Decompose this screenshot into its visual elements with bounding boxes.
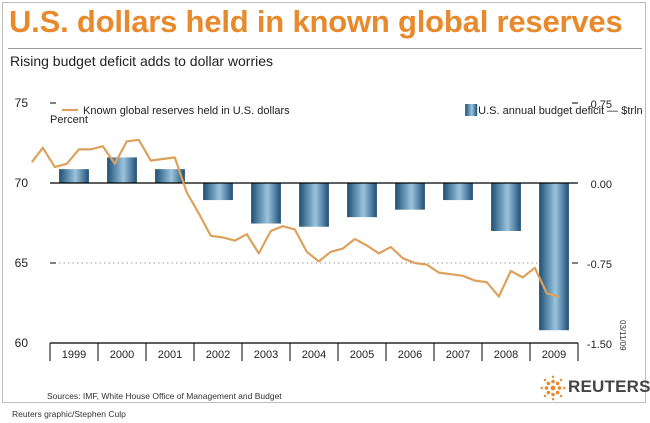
deficit-bar-2007 [443, 183, 473, 201]
x-tick-label-2008: 2008 [494, 349, 518, 361]
axis-labels: 60 65 70 75 0.75 0.00 -0.75 -1.50 1999 2000 2001 20… [15, 96, 612, 361]
reserves-line-series [30, 138, 560, 298]
title-divider [8, 48, 642, 49]
reuters-logo-icon [540, 375, 566, 401]
deficit-bar-2000 [107, 157, 137, 183]
reuters-logo-text: REUTERS [568, 377, 650, 396]
deficit-bar-2002 [203, 183, 233, 201]
x-tick-label-2003: 2003 [254, 349, 278, 361]
deficit-bar-2009 [539, 183, 569, 331]
deficit-bar-2005 [347, 183, 377, 218]
x-tick-label-2001: 2001 [158, 349, 182, 361]
chart-axes [49, 102, 579, 361]
left-tick-label-60: 60 [15, 336, 29, 350]
x-tick-label-2007: 2007 [446, 349, 470, 361]
graphic-frame [2, 2, 646, 403]
chart-legend: Known global reserves held in U.S. dolla… [62, 104, 643, 117]
graphic-credit: Reuters graphic/Stephen Culp [12, 409, 126, 419]
x-tick-label-2002: 2002 [206, 349, 230, 361]
deficit-bar-2001 [155, 169, 185, 183]
date-stamp: 03/11/09 [618, 320, 627, 351]
deficit-bar-1999 [59, 169, 89, 183]
deficit-bar-2004 [299, 183, 329, 227]
x-tick-label-2000: 2000 [110, 349, 134, 361]
legend-bar-swatch [465, 104, 478, 116]
left-tick-label-70: 70 [15, 176, 29, 190]
left-tick-label-65: 65 [15, 256, 29, 270]
reserves-line [30, 138, 560, 298]
deficit-bar-2006 [395, 183, 425, 210]
source-note: Sources: IMF, White House Office of Mana… [47, 391, 282, 401]
right-tick-label--1.50: -1.50 [587, 339, 612, 351]
x-tick-label-2009: 2009 [542, 349, 566, 361]
deficit-bars [59, 157, 569, 331]
legend-line-label: Known global reserves held in U.S. dolla… [83, 105, 290, 117]
x-tick-label-1999: 1999 [62, 349, 86, 361]
left-axis-unit-label: Percent [50, 114, 88, 126]
chart-subtitle: Rising budget deficit adds to dollar wor… [10, 53, 274, 69]
x-tick-label-2006: 2006 [398, 349, 422, 361]
left-tick-label-75: 75 [15, 96, 29, 110]
x-tick-label-2004: 2004 [302, 349, 326, 361]
deficit-bar-2008 [491, 183, 521, 231]
right-tick-label-0.75: 0.75 [591, 99, 612, 111]
chart-title: U.S. dollars held in known global reserv… [9, 4, 623, 39]
x-tick-label-2005: 2005 [350, 349, 374, 361]
right-tick-label-0.00: 0.00 [591, 179, 612, 191]
right-tick-label--0.75: -0.75 [587, 259, 612, 271]
legend-bar-label: U.S. annual budget deficit — $trln [478, 105, 642, 117]
deficit-bar-2003 [251, 183, 281, 224]
